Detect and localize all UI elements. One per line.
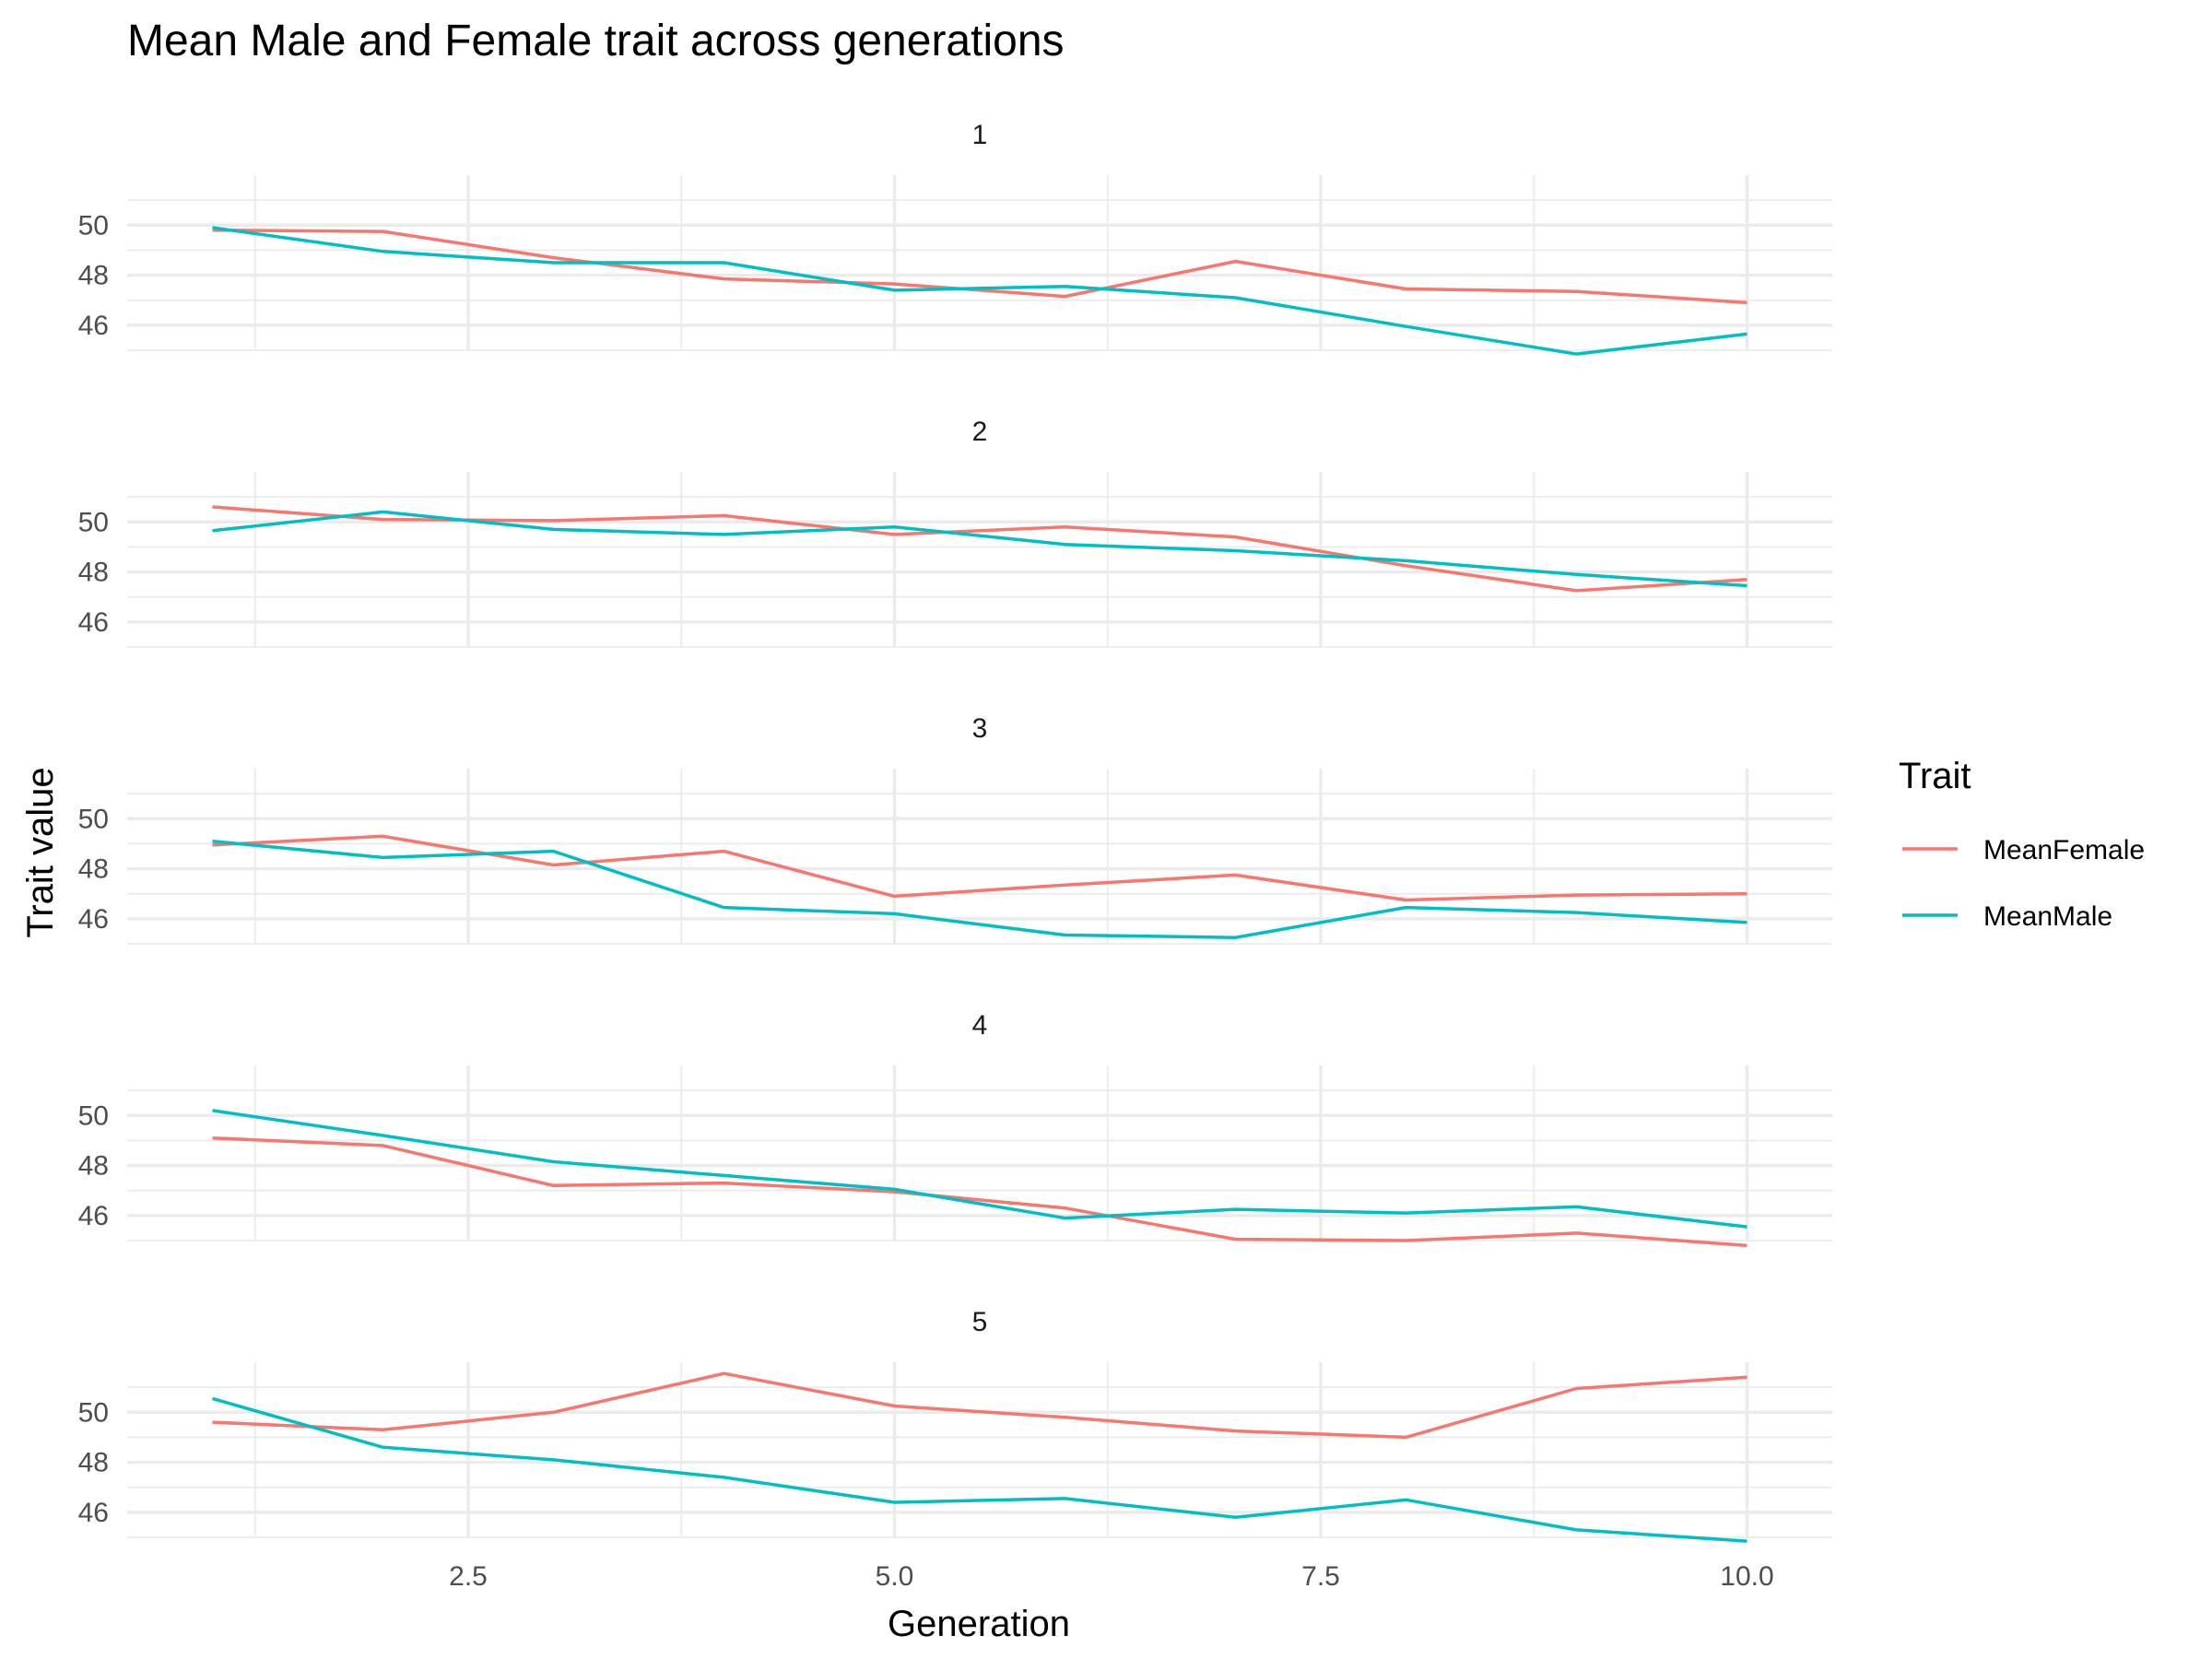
series-line-meanfemale: [212, 1371, 1747, 1440]
panel-label: 2: [972, 417, 988, 447]
chart-title: Mean Male and Female trait across genera…: [127, 17, 1065, 65]
series-line-meanfemale: [212, 228, 1747, 305]
y-tick-label: 46: [78, 311, 109, 341]
panel-4: 4 46 48 50: [78, 1010, 1832, 1248]
panel-2: 2 46 48 50: [78, 417, 1832, 648]
series-line-meanmale: [212, 1396, 1747, 1543]
series-line-meanmale: [212, 226, 1747, 356]
y-tick-label: 48: [78, 1448, 109, 1478]
y-tick-label: 46: [78, 1201, 109, 1231]
y-tick-label: 50: [78, 1100, 109, 1131]
y-tick-label: 48: [78, 261, 109, 291]
y-tick-label: 48: [78, 854, 109, 885]
y-axis-title: Trait value: [20, 767, 61, 937]
y-tick-label: 46: [78, 607, 109, 638]
y-tick-label: 50: [78, 804, 109, 834]
y-tick-label: 50: [78, 210, 109, 241]
legend-item-meanmale: MeanMale: [1902, 901, 2112, 932]
legend-item-meanfemale: MeanFemale: [1902, 835, 2145, 865]
panel-1: 1 46 48 50: [78, 120, 1832, 356]
x-tick-label: 10.0: [1720, 1561, 1773, 1592]
y-tick-label: 48: [78, 558, 109, 588]
legend: Trait MeanFemale MeanMale: [1899, 756, 2145, 932]
series-line-meanfemale: [212, 1135, 1747, 1248]
panel-label: 5: [972, 1307, 988, 1337]
series-line-meanmale: [212, 1109, 1747, 1229]
series-line-meanfemale: [212, 834, 1747, 902]
legend-label-meanfemale: MeanFemale: [1983, 835, 2145, 865]
y-tick-label: 48: [78, 1151, 109, 1182]
panels-layer: 1 46 48 50 2 46 48 50 3 46 48 50 4 46 48 50 5 46 48 50 2.5 5.…: [78, 120, 1832, 1592]
legend-label-meanmale: MeanMale: [1983, 901, 2112, 932]
panel-3: 3 46 48 50: [78, 713, 1832, 945]
y-tick-label: 46: [78, 904, 109, 935]
series-line-meanmale: [212, 839, 1747, 939]
y-tick-label: 50: [78, 507, 109, 537]
y-tick-label: 46: [78, 1498, 109, 1528]
x-tick-label: 5.0: [876, 1561, 914, 1592]
panel-label: 4: [972, 1010, 988, 1041]
y-tick-label: 50: [78, 1397, 109, 1428]
panel-label: 3: [972, 713, 988, 744]
legend-title: Trait: [1899, 756, 1971, 796]
x-tick-label: 7.5: [1301, 1561, 1340, 1592]
x-axis-title: Generation: [888, 1604, 1070, 1644]
series-line-meanmale: [212, 510, 1747, 588]
x-tick-label: 2.5: [449, 1561, 488, 1592]
panel-label: 1: [972, 120, 988, 150]
panel-5: 5 46 48 50 2.5 5.0 7.5 10.0: [78, 1307, 1832, 1592]
